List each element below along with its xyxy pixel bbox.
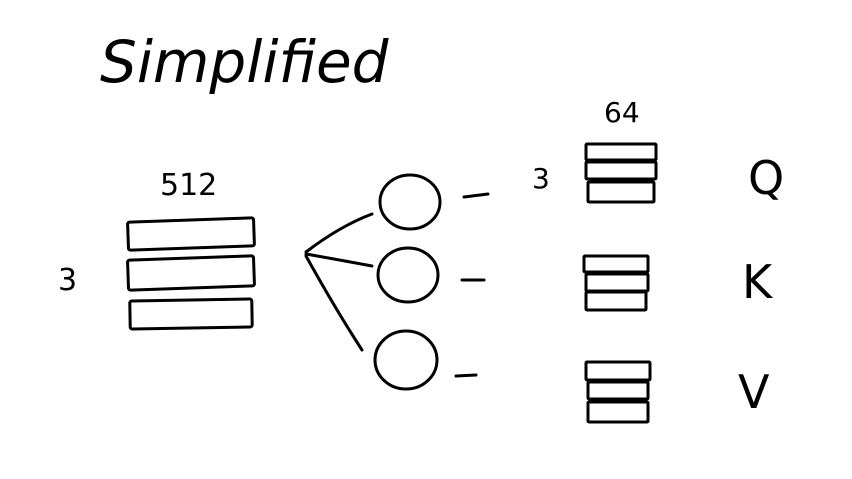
fan-line-k (304, 252, 374, 268)
k-row (582, 254, 650, 274)
fan-line-q (304, 212, 374, 254)
q-row (586, 180, 656, 204)
output-label-v: V (738, 365, 770, 419)
k-row (584, 272, 650, 293)
v-row (586, 380, 650, 401)
input-rows-label: 3 (58, 263, 77, 298)
q-row (584, 160, 658, 181)
dash-v (454, 373, 478, 378)
projection-width-label: 64 (604, 96, 640, 129)
projection-node-k (376, 246, 440, 304)
input-width-label: 512 (160, 168, 217, 203)
input-matrix (126, 216, 256, 331)
q-row (584, 142, 658, 162)
projection-dashes (454, 192, 490, 378)
k-matrix (582, 254, 650, 312)
projection-node-v (373, 329, 439, 391)
v-row (584, 360, 652, 382)
diagram-title: Simplified (100, 28, 390, 96)
v-row (586, 400, 650, 424)
output-label-k: K (742, 255, 774, 309)
input-row (128, 297, 254, 331)
v-matrix (584, 360, 652, 424)
fan-out-lines (304, 212, 374, 352)
input-row (126, 216, 256, 252)
dash-q (462, 192, 490, 199)
fan-line-v (304, 254, 364, 352)
output-label-q: Q (748, 151, 784, 205)
projection-rows-label: 3 (532, 162, 550, 195)
q-matrix (584, 142, 658, 204)
k-row (584, 290, 648, 312)
projection-node-q (378, 173, 442, 231)
input-row (126, 254, 256, 292)
projection-nodes (373, 173, 442, 391)
